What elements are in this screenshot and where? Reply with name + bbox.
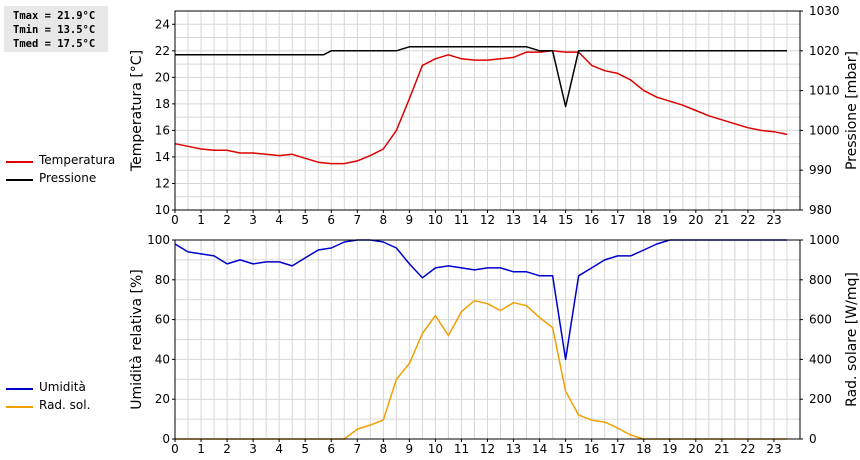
y-tick-label: 60 [155,313,170,327]
x-tick-label: 0 [171,442,179,456]
x-tick-label: 21 [714,442,729,456]
y-tick-label: 10 [155,203,170,217]
x-tick-label: 10 [428,442,443,456]
y-tick-label: 20 [155,392,170,406]
series-pressione-line [175,46,787,108]
y-tick-label: 22 [155,44,170,58]
x-tick-label: 7 [353,213,361,227]
x-tick-label: 19 [662,442,677,456]
x-tick-label: 1 [197,442,205,456]
y-axis-title: Umidità relativa [%] [129,269,145,410]
y2-tick-label: 1020 [809,44,840,58]
x-tick-label: 7 [353,442,361,456]
x-tick-label: 6 [327,442,335,456]
x-tick-label: 23 [766,213,781,227]
x-tick-label: 11 [454,213,469,227]
y-tick-label: 80 [155,273,170,287]
legend-label-temperatura: Temperatura [39,153,116,167]
x-tick-label: 16 [584,442,599,456]
x-tick-label: 15 [558,213,573,227]
x-tick-label: 10 [428,213,443,227]
x-tick-label: 5 [301,442,309,456]
x-tick-label: 18 [636,213,651,227]
y2-axis-title: Pressione [mbar] [844,51,860,170]
y-tick-label: 12 [155,176,170,190]
x-tick-label: 9 [406,213,414,227]
y-axis-title: Temperatura [°C] [129,50,145,172]
x-tick-label: 14 [532,213,547,227]
legend-swatch-rad-sol [6,406,33,408]
x-tick-label: 17 [610,213,625,227]
x-tick-label: 5 [301,213,309,227]
y2-tick-label: 200 [809,392,832,406]
x-tick-label: 17 [610,442,625,456]
x-tick-label: 23 [766,442,781,456]
y-tick-label: 14 [155,150,170,164]
series-temperatura-line [174,50,788,165]
legend-swatch-pressione [6,179,33,181]
y-tick-label: 0 [162,432,170,446]
y2-tick-label: 600 [809,313,832,327]
y-tick-label: 18 [155,97,170,111]
x-tick-label: 13 [506,442,521,456]
y-tick-label: 20 [155,70,170,84]
x-tick-label: 12 [480,213,495,227]
y2-tick-label: 980 [809,203,832,217]
tmed-stat: Tmed = 17.5°C [13,38,96,50]
y2-tick-label: 1010 [809,84,840,98]
x-tick-label: 4 [275,213,283,227]
x-tick-label: 16 [584,213,599,227]
tmax-stat: Tmax = 21.9°C [13,10,96,22]
x-tick-label: 9 [406,442,414,456]
legend-swatch-temperatura [6,161,33,163]
x-tick-label: 2 [223,213,231,227]
x-tick-label: 20 [688,442,703,456]
tmin-stat: Tmin = 13.5°C [13,24,96,36]
y-tick-label: 100 [147,233,170,247]
x-tick-label: 14 [532,442,547,456]
x-tick-label: 3 [249,213,257,227]
x-tick-label: 20 [688,213,703,227]
y2-tick-label: 0 [809,432,817,446]
stats-box: Tmax = 21.9°C Tmin = 13.5°C Tmed = 17.5°… [4,6,108,52]
x-tick-label: 11 [454,442,469,456]
x-tick-label: 22 [740,442,755,456]
x-tick-label: 12 [480,442,495,456]
y2-tick-label: 1030 [809,4,840,18]
legend-swatch-umidita [6,388,33,390]
x-tick-label: 15 [558,442,573,456]
legend-label-pressione: Pressione [39,171,97,185]
x-tick-label: 8 [380,213,388,227]
x-tick-label: 19 [662,213,677,227]
x-tick-label: 2 [223,442,231,456]
y2-tick-label: 1000 [809,233,840,247]
y-tick-label: 24 [155,17,170,31]
y2-tick-label: 990 [809,163,832,177]
x-tick-label: 4 [275,442,283,456]
chart-top: 0 1 2 3 4 5 6 7 8 9 10 11 12 13 14 15 16 17 18 19 20 21 22 2310… [129,4,860,227]
chart-bottom: 0 1 2 3 4 5 6 7 8 9 10 11 12 13 14 15 16 17 18 19 20 21 22 2302… [129,233,860,456]
y2-tick-label: 1000 [809,123,840,137]
legend-label-rad-sol: Rad. sol. [39,398,91,412]
x-tick-label: 22 [740,213,755,227]
x-tick-label: 8 [380,442,388,456]
x-tick-label: 6 [327,213,335,227]
x-tick-label: 3 [249,442,257,456]
y2-tick-label: 800 [809,273,832,287]
x-tick-label: 0 [171,213,179,227]
x-tick-label: 13 [506,213,521,227]
x-tick-label: 1 [197,213,205,227]
y2-tick-label: 400 [809,352,832,366]
x-tick-label: 18 [636,442,651,456]
y-tick-label: 16 [155,123,170,137]
y2-axis-title: Rad. solare [W/mq] [844,272,860,407]
x-tick-label: 21 [714,213,729,227]
y-tick-label: 40 [155,352,170,366]
series-rad-sol-line [175,299,787,440]
legend-label-umidita: Umidità [39,380,86,394]
